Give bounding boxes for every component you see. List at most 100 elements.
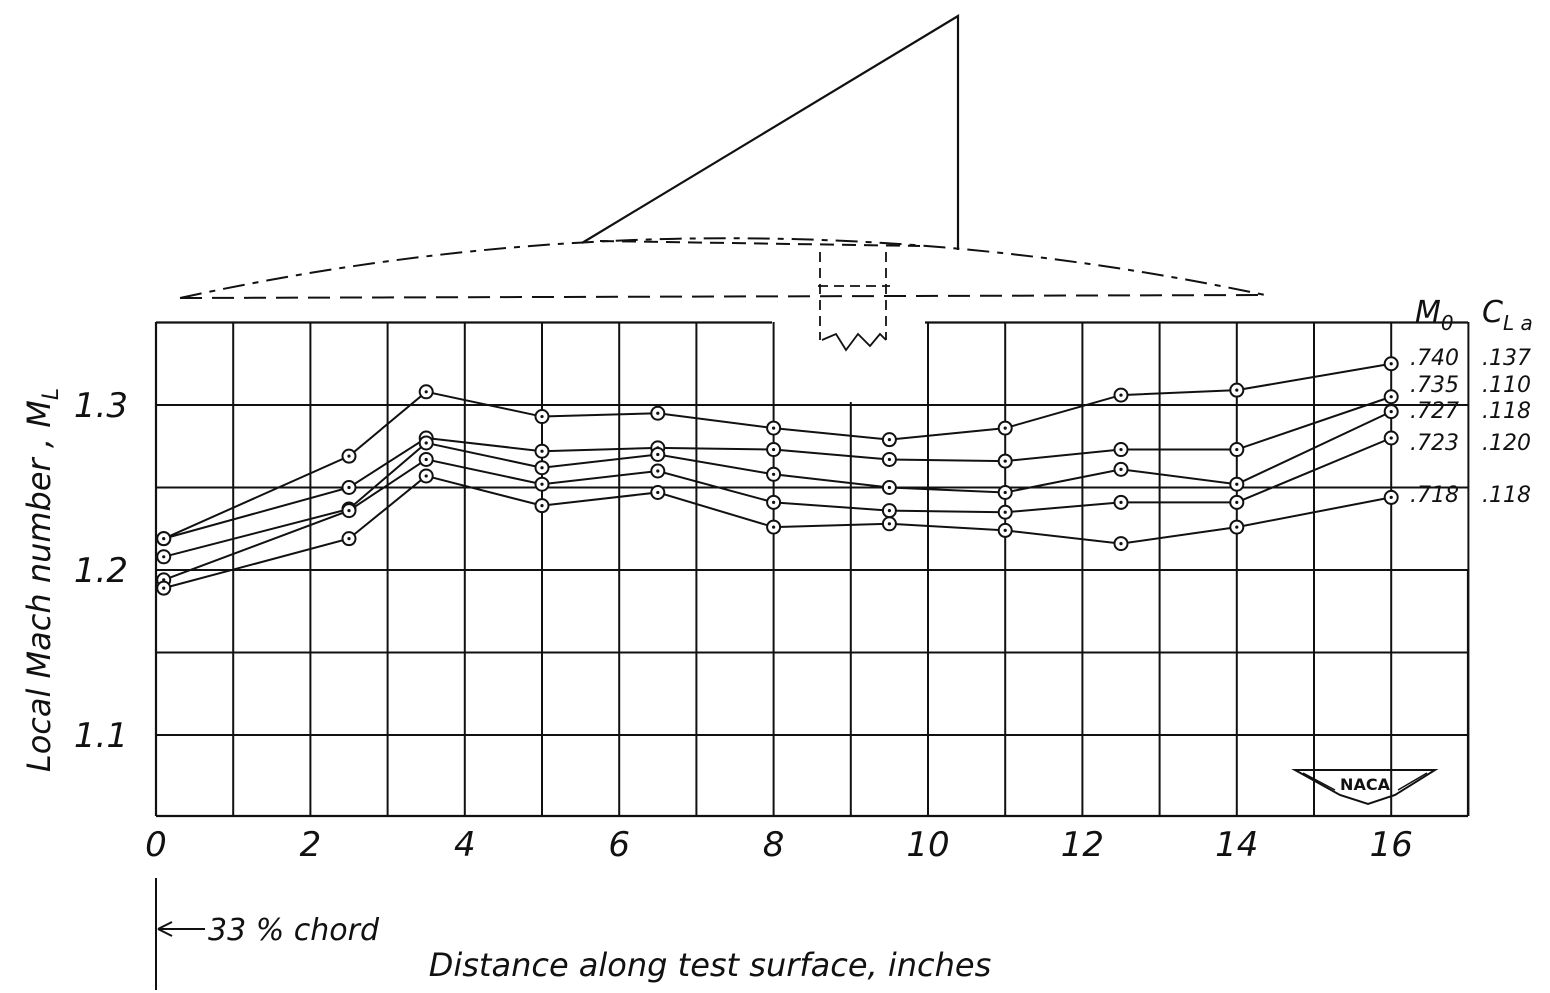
airfoil-sketch (179, 14, 1266, 352)
legend-cl-value: .137 (1482, 346, 1531, 371)
data-point-center (1003, 490, 1007, 495)
x-tick-labels: 0 2 4 6 8 10 12 14 16 (145, 825, 1413, 865)
data-point (766, 442, 782, 458)
data-point (1113, 461, 1129, 477)
data-point (418, 384, 434, 400)
data-point-center (656, 452, 660, 457)
data-series (156, 356, 1399, 596)
data-point (534, 443, 550, 459)
x-tick-label: 0 (145, 825, 167, 865)
plot-grid (154, 321, 1470, 818)
data-point-center (1119, 393, 1123, 397)
data-point (650, 447, 666, 462)
x-tick-label: 12 (1061, 825, 1104, 865)
airfoil-lower-surface (179, 294, 1266, 299)
data-point-center (1119, 500, 1123, 504)
data-point-center (1235, 482, 1239, 486)
data-point-center (1003, 510, 1007, 514)
data-point-center (1389, 395, 1393, 399)
data-point-center (162, 555, 166, 559)
data-point-center (347, 485, 351, 490)
data-point-center (424, 441, 428, 445)
data-point (534, 476, 550, 492)
legend-header-m0-sub: 0 (1441, 311, 1454, 335)
data-point-center (540, 449, 544, 453)
data-point (650, 405, 666, 421)
legend-m0-value: .727 (1410, 399, 1459, 424)
data-point-center (772, 472, 776, 476)
data-point (997, 420, 1013, 436)
legend-cl-value: .118 (1482, 399, 1531, 424)
data-point (1383, 356, 1399, 372)
data-point-center (540, 482, 544, 486)
data-point (881, 516, 897, 532)
legend-m0-value: .718 (1410, 483, 1459, 508)
legend-m0-value: .740 (1410, 346, 1459, 371)
series-3 (156, 430, 1399, 588)
data-point (1113, 442, 1129, 458)
data-point-center (1003, 528, 1007, 533)
x-tick-label: 6 (608, 825, 630, 865)
data-point (1113, 387, 1129, 403)
data-point-center (424, 474, 428, 478)
data-point (1229, 382, 1245, 398)
data-point (156, 580, 172, 596)
legend-m0-value: .723 (1410, 431, 1459, 456)
legend-cl-value: .110 (1482, 373, 1531, 398)
data-point-center (1235, 525, 1239, 529)
x-axis-label: Distance along test surface, inches (429, 946, 992, 984)
legend: M0 CL a .740 .137 .735 .110 .727 .118 .723 .120 .7… (1410, 295, 1533, 508)
data-point-center (1235, 388, 1239, 392)
data-point-center (540, 504, 544, 508)
data-point (766, 420, 782, 436)
legend-header-cl: CL a (1482, 295, 1533, 335)
data-point (881, 480, 897, 495)
data-point-center (1119, 467, 1123, 471)
data-point (156, 549, 172, 565)
data-point-center (772, 426, 776, 430)
y-tick-labels: 1.1 1.2 1.3 (74, 386, 128, 756)
data-point (1229, 476, 1245, 492)
data-point (1229, 442, 1245, 458)
data-point (997, 484, 1013, 500)
x-tick-label: 4 (454, 825, 476, 865)
data-point (650, 463, 666, 479)
data-point-center (656, 490, 660, 495)
data-point-center (772, 500, 776, 504)
data-point-center (1389, 436, 1393, 440)
data-point-center (1235, 447, 1239, 452)
data-point-center (772, 525, 776, 529)
data-point (534, 498, 550, 514)
data-point (766, 494, 782, 510)
data-point (341, 503, 357, 519)
chord-arrow (157, 921, 205, 937)
data-point (997, 504, 1013, 520)
data-point (1383, 430, 1399, 446)
data-point-center (1003, 426, 1007, 430)
data-point (1113, 494, 1129, 510)
data-point-center (424, 390, 428, 394)
data-point-center (540, 414, 544, 419)
y-tick-label: 1.3 (74, 386, 128, 426)
data-point (650, 484, 666, 500)
data-point (418, 435, 434, 451)
y-axis-label-text: Local Mach number , M (20, 400, 58, 772)
airfoil-upper-surface (179, 237, 1266, 299)
legend-cl-value: .118 (1482, 483, 1531, 508)
data-point (534, 409, 550, 425)
data-point-center (772, 447, 776, 452)
x-tick-label: 8 (763, 825, 785, 865)
data-point (997, 453, 1013, 469)
data-point (156, 531, 172, 547)
data-point (418, 451, 434, 467)
y-tick-label: 1.2 (74, 551, 128, 591)
data-point (881, 451, 897, 467)
data-point (1383, 389, 1399, 405)
data-point-center (347, 454, 351, 458)
x-tick-label: 10 (906, 825, 949, 865)
test-section-marker (818, 252, 890, 340)
data-point (881, 432, 897, 448)
x-tick-label: 16 (1370, 825, 1413, 865)
data-point-center (1119, 447, 1123, 452)
